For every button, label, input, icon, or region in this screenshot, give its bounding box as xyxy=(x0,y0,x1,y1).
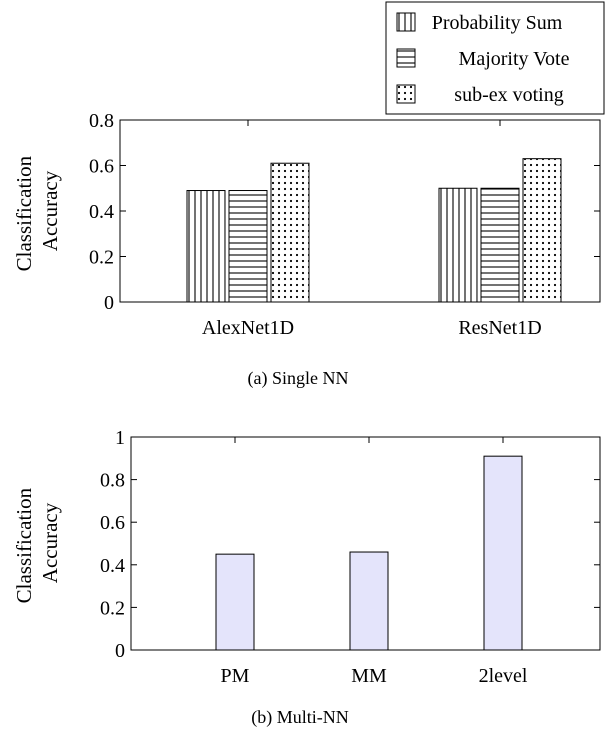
legend-frame xyxy=(385,1,605,115)
legend-label: Probability Sum xyxy=(432,12,563,34)
bar-dots xyxy=(270,162,310,303)
chart-caption: (b) Multi-NN xyxy=(251,707,349,728)
bar-vertical-lines xyxy=(438,187,478,303)
legend-swatch xyxy=(396,48,416,68)
bar xyxy=(215,553,255,651)
plot-area: 0 0.2 0.4 0.6 0.8 1 PM MM 2level xyxy=(100,427,601,687)
bar-horizontal-lines xyxy=(480,187,520,303)
single-nn-chart: Probability Sum Majority Vote sub-ex votin… xyxy=(12,1,605,389)
y-tick-label: 0.4 xyxy=(100,555,125,577)
x-category-label: PM xyxy=(221,665,250,687)
y-axis-label-line2: Accuracy xyxy=(38,502,62,583)
legend-label: Majority Vote xyxy=(459,48,570,70)
x-category-label: 2level xyxy=(479,665,528,687)
y-tick-label: 0 xyxy=(104,292,114,314)
x-category-label: MM xyxy=(351,665,387,687)
legend: Probability Sum Majority Vote sub-ex votin… xyxy=(385,1,605,115)
bar-horizontal-lines xyxy=(228,190,268,303)
legend-swatch xyxy=(396,12,416,32)
legend-label: sub-ex voting xyxy=(454,84,563,106)
multi-nn-chart: 0 0.2 0.4 0.6 0.8 1 PM MM 2level Classification … xyxy=(12,427,601,728)
y-axis-label-line1: Classification xyxy=(12,487,36,603)
y-axis-label: Classification Accuracy xyxy=(12,483,62,604)
plot-area: 0 0.2 0.4 0.6 0.8 AlexNet1D ResNet1D xyxy=(89,110,601,339)
bar xyxy=(349,551,389,651)
y-tick-label: 0.6 xyxy=(100,512,125,534)
x-category-label: ResNet1D xyxy=(458,317,541,339)
bar-vertical-lines xyxy=(186,190,226,303)
y-axis-label: Classification Accuracy xyxy=(12,151,62,272)
y-tick-label: 0.8 xyxy=(100,470,125,492)
legend-swatch xyxy=(396,84,416,104)
x-category-label: AlexNet1D xyxy=(202,317,294,339)
y-tick-label: 0.4 xyxy=(89,201,114,223)
bar-dots xyxy=(522,158,562,303)
y-tick-label: 0.2 xyxy=(89,247,114,269)
y-tick-label: 0.2 xyxy=(100,597,125,619)
y-tick-label: 1 xyxy=(115,427,125,449)
chart-caption: (a) Single NN xyxy=(248,368,349,389)
y-tick-label: 0.8 xyxy=(89,110,114,132)
bar xyxy=(483,455,523,651)
y-axis-label-line1: Classification xyxy=(12,155,36,271)
y-tick-label: 0.6 xyxy=(89,156,114,178)
y-axis-label-line2: Accuracy xyxy=(38,170,62,251)
y-tick-label: 0 xyxy=(115,640,125,662)
